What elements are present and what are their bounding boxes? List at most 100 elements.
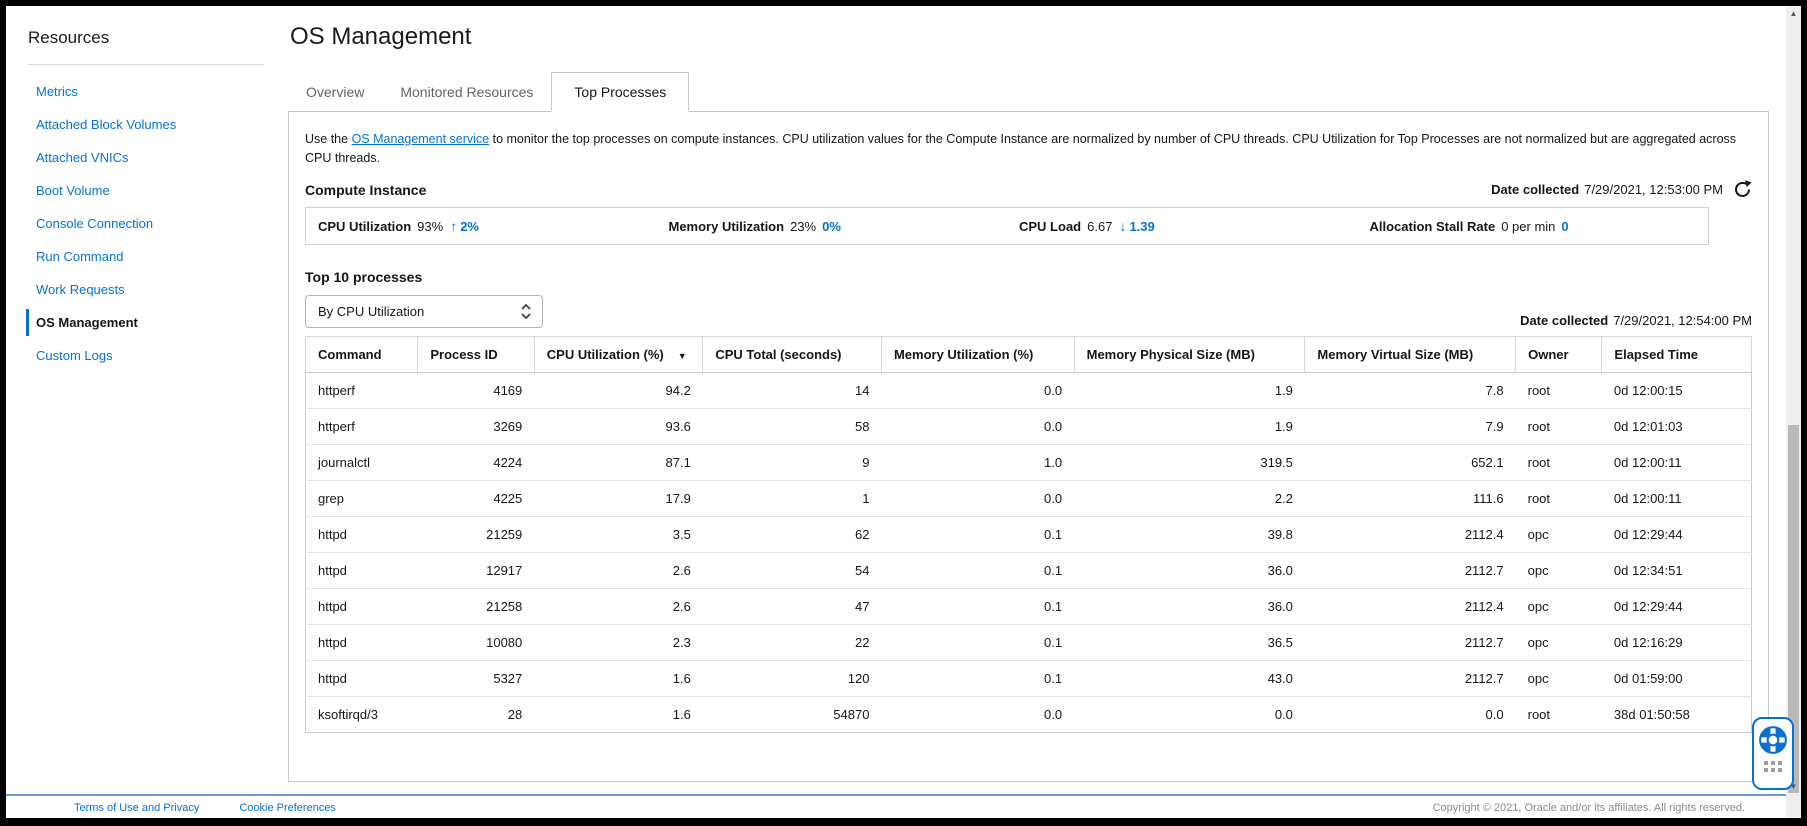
intro-prefix: Use the xyxy=(305,132,352,146)
table-cell: 3269 xyxy=(417,408,535,445)
col-memory-utilization[interactable]: Memory Utilization (%) xyxy=(880,336,1075,373)
table-cell: 0d 12:00:15 xyxy=(1601,372,1752,409)
table-cell: 2.2 xyxy=(1074,480,1305,517)
stat-allocation-stall-rate: Allocation Stall Rate 0 per min 0 xyxy=(1358,219,1709,234)
table-row: httpd 5327 1.6 120 0.1 43.0 2112.7 opc 0d 01:59:… xyxy=(305,660,1752,697)
os-management-service-link[interactable]: OS Management service xyxy=(351,132,490,146)
sidebar-item-attached-block-volumes[interactable]: Attached Block Volumes xyxy=(36,117,177,132)
footer-links: Terms of Use and Privacy Cookie Preferen… xyxy=(74,802,336,814)
sidebar-divider xyxy=(28,64,264,65)
scroll-up-arrow-icon[interactable]: ▲ xyxy=(1789,9,1798,18)
refresh-button[interactable] xyxy=(1733,180,1752,199)
table-cell: 58 xyxy=(702,408,882,445)
tab-overview[interactable]: Overview xyxy=(306,84,365,100)
top-10-processes-heading: Top 10 processes xyxy=(305,269,423,285)
table-cell: 2.3 xyxy=(534,624,703,661)
table-cell: httpd xyxy=(305,624,418,661)
table-cell: 7.9 xyxy=(1304,408,1516,445)
table-cell: root xyxy=(1515,696,1602,733)
table-cell: 94.2 xyxy=(534,372,703,409)
tab-top-processes[interactable]: Top Processes xyxy=(551,72,690,112)
table-cell: 0d 12:00:11 xyxy=(1601,480,1752,517)
table-cell: 36.0 xyxy=(1074,552,1305,589)
sidebar-item-console-connection[interactable]: Console Connection xyxy=(36,216,154,231)
table-cell: 28 xyxy=(417,696,535,733)
table-cell: 38d 01:50:58 xyxy=(1601,696,1752,733)
table-cell: 7.8 xyxy=(1304,372,1516,409)
table-cell: httpd xyxy=(305,660,418,697)
stat-cpu-load: CPU Load 6.67 ↓ 1.39 xyxy=(1007,218,1358,234)
instance-stats-bar: CPU Utilization 93% ↑ 2% Memory Utilization… xyxy=(305,207,1709,245)
scrollbar-thumb[interactable] xyxy=(1788,425,1799,793)
table-cell: 54870 xyxy=(702,696,882,733)
table-cell: httperf xyxy=(305,408,418,445)
table-cell: httpd xyxy=(305,588,418,625)
intro-suffix: to monitor the top processes on compute … xyxy=(305,132,1737,165)
table-row: httpd 21259 3.5 62 0.1 39.8 2112.4 opc 0d 12:29:… xyxy=(305,516,1752,553)
table-cell: 4225 xyxy=(417,480,535,517)
sidebar-item-work-requests[interactable]: Work Requests xyxy=(36,282,125,297)
help-widget[interactable] xyxy=(1752,717,1794,790)
table-cell: 0.1 xyxy=(881,660,1075,697)
table-cell: 0.1 xyxy=(881,552,1075,589)
terms-of-use-link[interactable]: Terms of Use and Privacy xyxy=(74,802,200,814)
scroll-down-arrow-icon[interactable]: ▼ xyxy=(1789,782,1798,791)
table-row: journalctl 4224 87.1 9 1.0 319.5 652.1 root 0d 1… xyxy=(305,444,1752,481)
tab-monitored-resources[interactable]: Monitored Resources xyxy=(400,84,534,100)
col-cpu-utilization[interactable]: CPU Utilization (%) ▼ xyxy=(533,336,704,373)
col-cpu-total[interactable]: CPU Total (seconds) xyxy=(702,336,882,373)
sort-by-select[interactable]: By CPU Utilization xyxy=(305,295,543,328)
stat-value: 23% xyxy=(790,218,817,234)
table-cell: 5327 xyxy=(417,660,535,697)
table-cell: 0.0 xyxy=(881,480,1075,517)
table-cell: 111.6 xyxy=(1304,480,1516,517)
table-cell: 0d 12:34:51 xyxy=(1601,552,1752,589)
sidebar-item-boot-volume[interactable]: Boot Volume xyxy=(36,183,110,198)
table-cell: 2112.7 xyxy=(1304,660,1516,697)
table-cell: 0d 12:01:03 xyxy=(1601,408,1752,445)
table-cell: 0.0 xyxy=(1074,696,1305,733)
table-cell: grep xyxy=(305,480,418,517)
col-owner[interactable]: Owner xyxy=(1515,336,1603,373)
page-title: OS Management xyxy=(290,23,472,50)
filter-row: By CPU Utilization Date collected 7/29/2… xyxy=(305,295,1752,328)
stat-label: CPU Utilization xyxy=(318,219,412,234)
sidebar-title: Resources xyxy=(28,28,110,47)
stat-delta: 1.39 xyxy=(1129,219,1155,234)
sort-by-select-value: By CPU Utilization xyxy=(318,304,425,319)
table-cell: 0d 12:29:44 xyxy=(1601,588,1752,625)
table-cell: 0.0 xyxy=(881,372,1075,409)
sidebar-item-metrics[interactable]: Metrics xyxy=(36,84,78,99)
table-cell: opc xyxy=(1515,660,1602,697)
table-cell: root xyxy=(1515,372,1602,409)
table-cell: 120 xyxy=(702,660,882,697)
table-cell: opc xyxy=(1515,624,1602,661)
table-cell: 1.0 xyxy=(881,444,1075,481)
sidebar-item-attached-vnics[interactable]: Attached VNICs xyxy=(36,150,129,165)
col-process-id[interactable]: Process ID xyxy=(417,336,535,373)
table-cell: 1.6 xyxy=(534,660,703,697)
table-cell: httperf xyxy=(305,372,418,409)
main-content: OS Management Overview Monitored Resourc… xyxy=(288,6,1769,782)
col-command[interactable]: Command xyxy=(304,336,419,373)
table-cell: ksoftirqd/3 xyxy=(305,696,418,733)
sidebar-item-custom-logs[interactable]: Custom Logs xyxy=(36,348,113,363)
drag-dots-icon[interactable] xyxy=(1764,761,1782,772)
cookie-preferences-link[interactable]: Cookie Preferences xyxy=(239,802,336,814)
col-elapsed-time[interactable]: Elapsed Time xyxy=(1601,336,1752,373)
sidebar-item-run-command[interactable]: Run Command xyxy=(36,249,124,264)
chevrons-up-down-icon xyxy=(521,303,531,320)
table-cell: 93.6 xyxy=(534,408,703,445)
col-memory-virtual-size[interactable]: Memory Virtual Size (MB) xyxy=(1304,336,1517,373)
arrow-down-icon: ↓ xyxy=(1119,218,1127,234)
table-cell: 0d 12:16:29 xyxy=(1601,624,1752,661)
sidebar-item-os-management[interactable]: OS Management xyxy=(26,306,268,339)
table-cell: 2.6 xyxy=(534,552,703,589)
vertical-scrollbar[interactable]: ▲ ▼ xyxy=(1786,6,1801,818)
col-memory-physical-size[interactable]: Memory Physical Size (MB) xyxy=(1073,336,1306,373)
table-cell: journalctl xyxy=(305,444,418,481)
resources-sidebar: Resources Metrics Attached Block Volumes… xyxy=(26,22,268,372)
table-cell: opc xyxy=(1515,588,1602,625)
stat-value: 93% xyxy=(417,219,444,234)
table-cell: root xyxy=(1515,480,1602,517)
